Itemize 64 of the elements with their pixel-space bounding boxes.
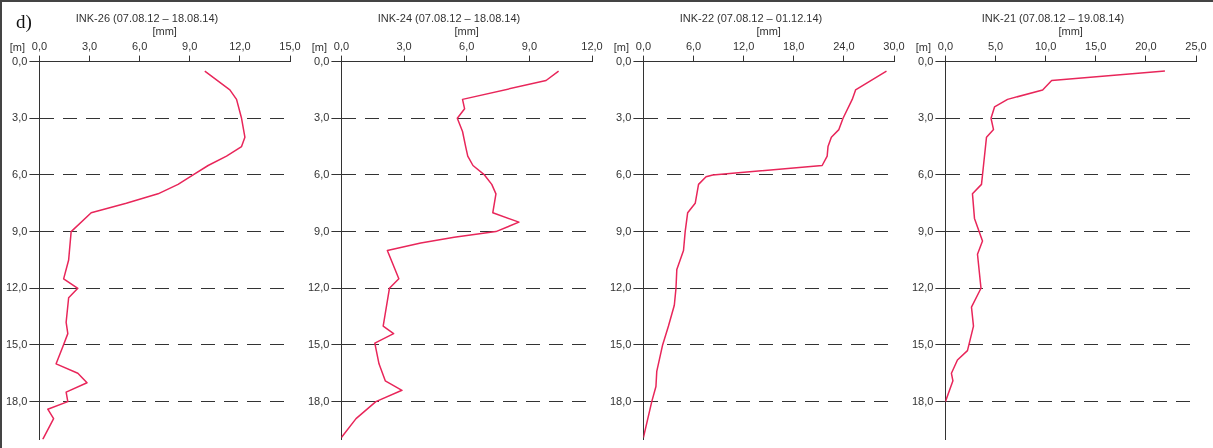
y-tick-label: 0,0 — [12, 54, 28, 67]
y-tick-label: 3,0 — [918, 111, 934, 124]
x-tick-label: 24,0 — [833, 40, 855, 53]
text: d) — [16, 11, 32, 34]
x-tick-label: 6,0 — [459, 40, 475, 53]
x-tick-label: 30,0 — [883, 40, 905, 53]
y-tick-label: 12,0 — [609, 281, 632, 294]
chart-title: INK-24 (07.08.12 – 18.08.14) — [377, 11, 521, 24]
x-tick-label: 0,0 — [937, 40, 954, 53]
y-tick-label: 18,0 — [609, 394, 632, 407]
y-tick-label: 12,0 — [307, 281, 330, 294]
x-tick-label: 12,0 — [732, 40, 755, 53]
x-tick-label: 3,0 — [396, 40, 412, 53]
y-tick-label: 3,0 — [12, 111, 28, 124]
x-tick-label: 12,0 — [581, 40, 603, 53]
y-tick-label: 15,0 — [609, 337, 632, 350]
x-axis-title: [mm] — [152, 24, 177, 37]
y-tick-label: 15,0 — [307, 337, 330, 350]
y-tick-label: 0,0 — [314, 54, 330, 67]
y-axis-title: [m] — [915, 41, 932, 54]
x-tick-label: 15,0 — [279, 40, 301, 53]
chart-title: INK-22 (07.08.12 – 01.12.14) — [679, 11, 823, 24]
x-tick-label: 5,0 — [987, 40, 1004, 53]
x-tick-label: 0,0 — [31, 40, 48, 53]
y-tick-label: 12,0 — [5, 281, 28, 294]
x-tick-label: 3,0 — [81, 40, 98, 53]
y-tick-label: 0,0 — [918, 54, 934, 67]
y-tick-label: 3,0 — [314, 111, 330, 124]
x-tick-label: 6,0 — [132, 40, 148, 53]
y-tick-label: 15,0 — [5, 337, 28, 350]
y-tick-label: 12,0 — [911, 281, 934, 294]
y-tick-label: 18,0 — [307, 394, 330, 407]
y-tick-label: 18,0 — [911, 394, 934, 407]
y-tick-label: 6,0 — [314, 167, 330, 180]
x-tick-label: 9,0 — [521, 40, 537, 53]
x-tick-label: 25,0 — [1185, 40, 1207, 53]
y-tick-label: 9,0 — [314, 224, 330, 237]
x-tick-label: 20,0 — [1135, 40, 1157, 53]
x-tick-label: 0,0 — [635, 40, 652, 53]
y-tick-label: 0,0 — [616, 54, 632, 67]
y-axis-title: [m] — [9, 41, 26, 54]
x-tick-label: 18,0 — [783, 40, 805, 53]
x-tick-label: 9,0 — [182, 40, 198, 53]
y-tick-label: 6,0 — [918, 167, 934, 180]
y-tick-label: 9,0 — [616, 224, 632, 237]
y-tick-label: 6,0 — [12, 167, 28, 180]
x-tick-label: 10,0 — [1034, 40, 1057, 53]
x-tick-label: 12,0 — [229, 40, 251, 53]
y-tick-label: 3,0 — [616, 111, 632, 124]
x-axis-title: [mm] — [454, 24, 479, 37]
chart-title: INK-21 (07.08.12 – 19.08.14) — [981, 11, 1125, 24]
y-axis-title: [m] — [613, 41, 630, 54]
y-tick-label: 6,0 — [616, 167, 632, 180]
y-tick-label: 9,0 — [918, 224, 934, 237]
chart-title: INK-26 (07.08.12 – 18.08.14) — [75, 11, 219, 24]
y-tick-label: 18,0 — [5, 394, 28, 407]
y-tick-label: 9,0 — [12, 224, 28, 237]
y-axis-title: [m] — [311, 41, 328, 54]
y-tick-label: 15,0 — [911, 337, 934, 350]
x-axis-title: [mm] — [1058, 24, 1083, 37]
x-axis-title: [mm] — [756, 24, 781, 37]
x-tick-label: 6,0 — [685, 40, 702, 53]
x-tick-label: 15,0 — [1085, 40, 1107, 53]
x-tick-label: 0,0 — [333, 40, 350, 53]
